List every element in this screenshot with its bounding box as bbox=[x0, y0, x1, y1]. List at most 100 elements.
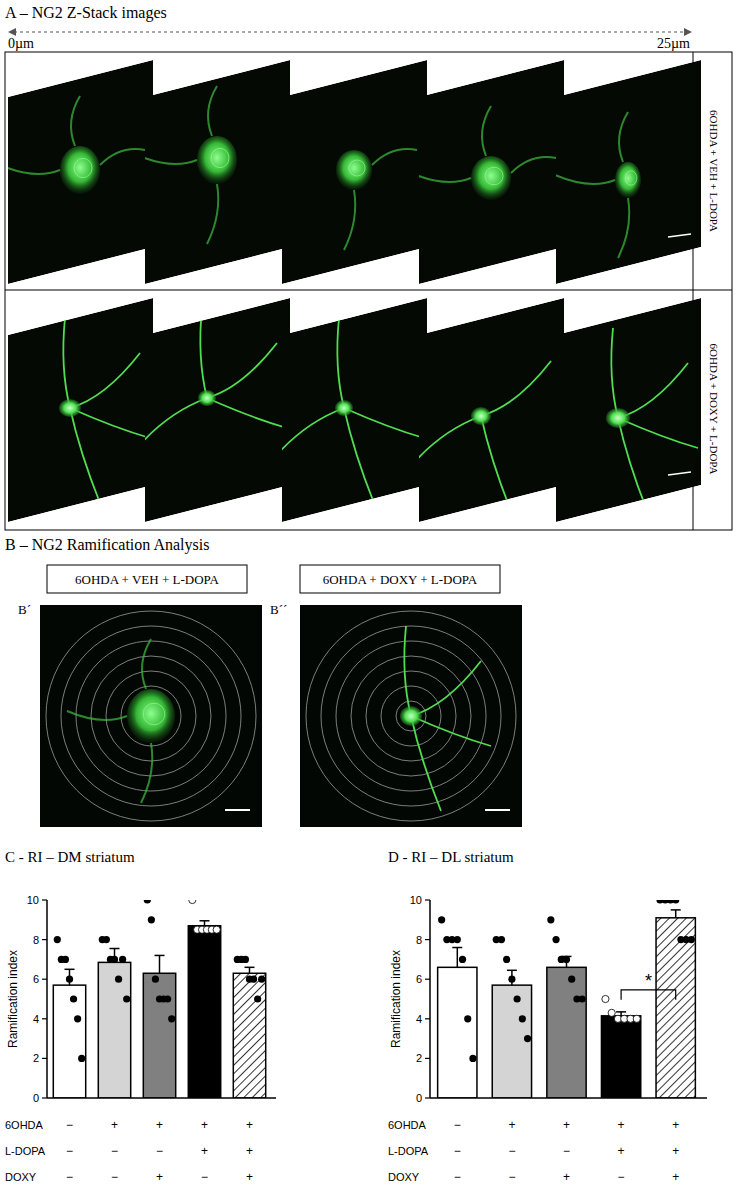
table-mark: − bbox=[563, 1144, 570, 1158]
data-point bbox=[62, 956, 69, 963]
arrow-head bbox=[8, 28, 16, 36]
bar bbox=[143, 973, 175, 1098]
cell bbox=[67, 639, 175, 803]
tick-label: 6 bbox=[416, 973, 422, 985]
process bbox=[344, 190, 355, 250]
tick-label: 10 bbox=[410, 894, 422, 906]
image-bg bbox=[556, 60, 701, 284]
label: 0µm bbox=[8, 36, 34, 51]
figure: A – NG2 Z-Stack images0µm25µm6OHDA + VEH… bbox=[0, 0, 737, 1202]
table-mark: + bbox=[563, 1170, 570, 1184]
table-mark: − bbox=[201, 1170, 208, 1184]
label: B´´ bbox=[270, 602, 287, 617]
process bbox=[411, 661, 481, 716]
bar bbox=[188, 926, 220, 1098]
error-bar bbox=[200, 921, 210, 926]
image-bg bbox=[419, 60, 564, 284]
y-axis bbox=[46, 900, 48, 1098]
table-mark: − bbox=[66, 1170, 73, 1184]
process bbox=[611, 328, 618, 418]
x-axis bbox=[430, 1097, 707, 1099]
data-point bbox=[74, 1015, 81, 1022]
group-box bbox=[47, 565, 247, 593]
table-row-label: DOXY bbox=[388, 1171, 420, 1183]
process bbox=[411, 173, 471, 182]
table-mark: + bbox=[618, 1144, 625, 1158]
data-point bbox=[189, 900, 196, 904]
data-point bbox=[469, 1055, 476, 1062]
nucleus bbox=[625, 171, 637, 185]
process bbox=[344, 408, 424, 438]
bar bbox=[53, 985, 85, 1098]
table-mark: − bbox=[508, 1144, 515, 1158]
sholl-ring bbox=[396, 701, 426, 731]
data-point bbox=[66, 976, 73, 983]
table-mark: − bbox=[156, 1144, 163, 1158]
process bbox=[372, 149, 417, 165]
row-divider bbox=[5, 290, 732, 291]
data-point bbox=[54, 936, 61, 943]
table-mark: − bbox=[454, 1170, 461, 1184]
error-cap bbox=[616, 1011, 626, 1013]
image-bg bbox=[282, 60, 427, 284]
soma bbox=[127, 689, 175, 743]
data-point bbox=[103, 936, 110, 943]
sholl-ring bbox=[381, 686, 441, 746]
process bbox=[481, 361, 551, 416]
process bbox=[207, 184, 218, 244]
process bbox=[208, 86, 217, 136]
table-mark: + bbox=[672, 1144, 679, 1158]
label: Ramification index bbox=[6, 950, 20, 1048]
y-tick bbox=[42, 899, 47, 900]
table-mark: + bbox=[618, 1118, 625, 1132]
soma bbox=[615, 162, 641, 198]
error-bar bbox=[245, 967, 255, 973]
soma bbox=[198, 390, 216, 406]
data-point bbox=[508, 976, 515, 983]
label: C - RI – DM striatum bbox=[5, 849, 135, 865]
y-tick bbox=[425, 1058, 430, 1059]
arrow-head bbox=[684, 28, 692, 36]
data-point bbox=[672, 900, 679, 904]
tick-label: 10 bbox=[27, 894, 39, 906]
data-point bbox=[213, 926, 220, 933]
error-cap bbox=[507, 970, 517, 972]
process bbox=[411, 716, 441, 811]
error-bar bbox=[671, 910, 681, 918]
scale-bar bbox=[485, 809, 510, 811]
tick-label: 2 bbox=[416, 1052, 422, 1064]
data-point bbox=[464, 1015, 471, 1022]
table-mark: − bbox=[111, 1144, 118, 1158]
scale-bar bbox=[668, 234, 691, 237]
table-row-label: L-DOPA bbox=[5, 1145, 46, 1157]
process bbox=[70, 408, 100, 503]
label: B – NG2 Ramification Analysis bbox=[5, 536, 209, 554]
data-point bbox=[111, 956, 118, 963]
micrograph bbox=[555, 60, 701, 284]
data-point bbox=[258, 976, 265, 983]
table-mark: + bbox=[672, 1118, 679, 1132]
y-tick bbox=[425, 1018, 430, 1019]
micrograph bbox=[282, 60, 427, 284]
label: 6OHDA + DOXY + L-DOPA bbox=[708, 344, 720, 475]
micrograph bbox=[8, 298, 153, 522]
nucleus bbox=[485, 167, 503, 185]
table-mark: − bbox=[508, 1170, 515, 1184]
process bbox=[200, 308, 207, 398]
table-mark: − bbox=[66, 1118, 73, 1132]
group-box bbox=[300, 565, 500, 593]
nucleus bbox=[74, 158, 92, 177]
significance-bracket bbox=[621, 990, 676, 1000]
table-mark: + bbox=[201, 1118, 208, 1132]
sholl-ring bbox=[61, 626, 241, 806]
bar bbox=[492, 985, 531, 1098]
data-point bbox=[115, 976, 122, 983]
process bbox=[619, 112, 628, 162]
label: D - RI – DL striatum bbox=[388, 849, 514, 865]
process bbox=[482, 106, 491, 156]
micrograph bbox=[411, 298, 564, 522]
process bbox=[274, 408, 344, 458]
depth-arrow bbox=[14, 32, 686, 33]
label: 6OHDA + VEH + L-DOPA bbox=[75, 572, 220, 587]
error-bar bbox=[155, 955, 165, 973]
